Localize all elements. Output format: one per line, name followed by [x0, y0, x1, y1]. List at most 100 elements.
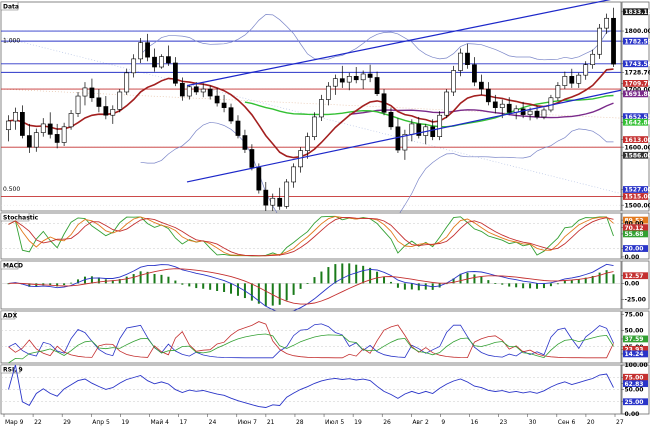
candlestick[interactable]	[235, 115, 241, 139]
candlestick[interactable]	[590, 49, 596, 69]
candlestick[interactable]	[207, 85, 213, 100]
candle-body	[214, 95, 220, 104]
candlestick[interactable]	[61, 122, 67, 146]
candlestick[interactable]	[249, 144, 255, 171]
candlestick[interactable]	[33, 128, 39, 152]
candlestick[interactable]	[221, 94, 227, 113]
candle-body	[569, 76, 575, 84]
candlestick[interactable]	[325, 82, 331, 106]
candlestick[interactable]	[186, 84, 192, 100]
candlestick[interactable]	[576, 72, 582, 88]
candlestick[interactable]	[270, 193, 276, 211]
candle-body	[576, 74, 582, 84]
candlestick[interactable]	[117, 89, 123, 113]
candlestick[interactable]	[402, 129, 408, 160]
adx-axis-tick: 23.93	[621, 345, 648, 354]
candlestick[interactable]	[312, 112, 317, 141]
candlestick[interactable]	[138, 37, 143, 63]
candlestick[interactable]	[124, 68, 130, 95]
candlestick[interactable]	[506, 97, 512, 116]
candlestick[interactable]	[416, 116, 422, 139]
candlestick[interactable]	[437, 111, 443, 141]
price-panel[interactable]: Data 1.000 0.500 1833.18 1800.00 1782.59 1743…	[0, 0, 650, 229]
candlestick[interactable]	[597, 24, 603, 59]
candlestick[interactable]	[96, 89, 102, 113]
candlestick[interactable]	[583, 61, 589, 80]
candlestick[interactable]	[485, 82, 491, 106]
candlestick[interactable]	[110, 105, 116, 124]
candlestick[interactable]	[555, 82, 561, 101]
candlestick[interactable]	[569, 68, 575, 88]
macd-histogram-bar	[327, 267, 330, 284]
candlestick[interactable]	[388, 107, 394, 130]
candlestick[interactable]	[54, 123, 60, 149]
candlestick[interactable]	[173, 57, 178, 87]
candlestick[interactable]	[562, 71, 568, 90]
candle-body	[54, 134, 60, 143]
candlestick[interactable]	[131, 54, 137, 78]
candlestick[interactable]	[89, 78, 95, 102]
candlestick[interactable]	[40, 118, 46, 137]
candlestick[interactable]	[82, 82, 88, 106]
candlestick[interactable]	[145, 33, 150, 62]
moving-average-purple	[349, 102, 614, 119]
candlestick[interactable]	[339, 65, 345, 88]
candlestick[interactable]	[256, 163, 262, 194]
macd-panel[interactable]: MACD 12.570.00 -25.00	[0, 260, 650, 314]
axis-value-badge	[623, 350, 648, 358]
candlestick[interactable]	[451, 65, 456, 97]
candlestick[interactable]	[548, 94, 554, 113]
axis-value-badge	[623, 224, 648, 232]
candlestick[interactable]	[541, 107, 547, 120]
candlestick[interactable]	[611, 7, 616, 68]
candlestick[interactable]	[13, 107, 18, 130]
candlestick[interactable]	[200, 83, 206, 98]
candlestick[interactable]	[26, 123, 32, 153]
candlestick[interactable]	[103, 96, 109, 120]
candlestick[interactable]	[263, 181, 269, 211]
candlestick[interactable]	[332, 74, 338, 95]
macd-histogram-bar	[28, 283, 31, 287]
candlestick[interactable]	[277, 187, 283, 210]
candlestick[interactable]	[374, 71, 380, 97]
candlestick[interactable]	[47, 112, 53, 139]
candlestick[interactable]	[242, 129, 248, 153]
candlestick[interactable]	[353, 67, 359, 84]
candlestick[interactable]	[179, 77, 185, 101]
x-tick-label: 16	[471, 419, 479, 426]
candlestick[interactable]	[492, 94, 498, 114]
candlestick[interactable]	[159, 54, 164, 69]
candlestick[interactable]	[444, 89, 450, 119]
candlestick[interactable]	[284, 179, 290, 209]
candlestick[interactable]	[458, 48, 463, 77]
candlestick[interactable]	[75, 91, 81, 117]
candlestick[interactable]	[346, 72, 352, 91]
candlestick[interactable]	[360, 70, 366, 90]
candlestick[interactable]	[472, 57, 477, 87]
candlestick[interactable]	[291, 163, 297, 188]
candlestick[interactable]	[465, 43, 470, 69]
stoch-axis-tick: 89.52	[621, 216, 648, 224]
candlestick[interactable]	[152, 48, 157, 72]
channel-upper-line[interactable]	[186, 0, 621, 87]
candlestick[interactable]	[367, 64, 373, 83]
candlestick[interactable]	[305, 132, 310, 159]
macd-histogram-bar	[396, 283, 399, 288]
candlestick[interactable]	[6, 115, 11, 142]
candlestick[interactable]	[478, 74, 484, 95]
candlestick[interactable]	[214, 87, 220, 107]
candlestick[interactable]	[381, 89, 387, 116]
candlestick[interactable]	[68, 109, 74, 130]
candlestick[interactable]	[319, 94, 324, 122]
channel-lower-line[interactable]	[186, 89, 622, 183]
candlestick[interactable]	[604, 13, 609, 34]
candlestick[interactable]	[228, 103, 234, 124]
macd-histogram-bar	[195, 283, 198, 289]
candlestick[interactable]	[166, 45, 171, 66]
price-axis-frame	[621, 1, 650, 212]
candlestick[interactable]	[19, 105, 25, 139]
